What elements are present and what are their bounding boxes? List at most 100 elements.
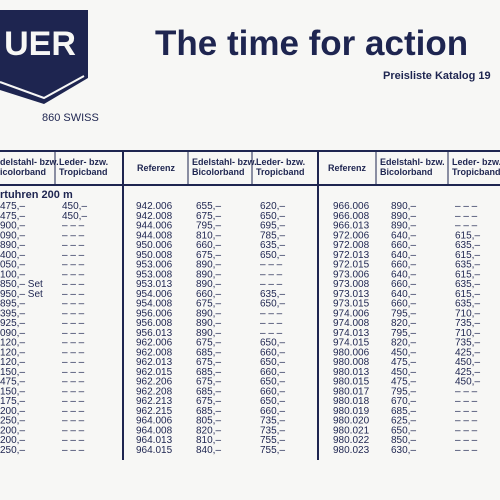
cell: 615,– (455, 250, 480, 261)
column-header: Bicolorband (192, 167, 245, 177)
cell: – – – (455, 406, 478, 417)
cell: 640,– (391, 250, 416, 261)
cell: 635,– (455, 279, 480, 290)
cell: 980.013 (333, 367, 370, 378)
cell: – – – (260, 308, 283, 319)
column-header: Tropicband (59, 167, 108, 177)
cell: 650,– (260, 299, 285, 310)
cell: 980.017 (333, 386, 370, 397)
cell: 650,– (260, 211, 285, 222)
cell: 953.013 (136, 279, 173, 290)
cell: 890,– (196, 260, 221, 271)
cell: 974.015 (333, 338, 370, 349)
cell: 890,– (391, 221, 416, 232)
cell: 950.008 (136, 250, 173, 261)
cell: 650,– (260, 250, 285, 261)
cell: 450,– (455, 357, 480, 368)
cell: 964.008 (136, 425, 173, 436)
column-header: delstahl- bzw. (0, 157, 59, 167)
cell: 620,– (260, 201, 285, 212)
cell: 795,– (196, 221, 221, 232)
cell: 650,– (260, 396, 285, 407)
column-header: Referenz (328, 163, 367, 173)
cell: 890,– (196, 308, 221, 319)
column-header: Bicolorband (380, 167, 433, 177)
cell: 630,– (391, 445, 416, 456)
cell: 890,– (196, 269, 221, 280)
cell: – – – (62, 289, 85, 300)
cell: 925,– (0, 318, 25, 329)
column-header: Leder- bzw. (256, 157, 305, 167)
cell: 974.008 (333, 318, 370, 329)
cell: 200,– (0, 425, 25, 436)
cell: – – – (62, 221, 85, 232)
cell: 972.015 (333, 260, 370, 271)
cell: 675,– (196, 338, 221, 349)
cell: – – – (62, 308, 85, 319)
cell: 980.015 (333, 377, 370, 388)
column-header: Tropicband (256, 167, 305, 177)
cell: 890,– (196, 279, 221, 290)
cell: 650,– (260, 377, 285, 388)
cell: 635,– (260, 240, 285, 251)
cell: 120,– (0, 338, 25, 349)
cell: 090,– (0, 230, 25, 241)
cell: 660,– (196, 289, 221, 300)
cell: – – – (62, 338, 85, 349)
cell: – – – (62, 299, 85, 310)
cell: – – – (62, 318, 85, 329)
cell: 685,– (196, 367, 221, 378)
cell: 962.215 (136, 406, 173, 417)
cell: 755,– (260, 435, 285, 446)
cell: 735,– (260, 416, 285, 427)
cell: 695,– (260, 221, 285, 232)
logo-shield (0, 10, 88, 104)
cell: – – – (62, 386, 85, 397)
cell: 120,– (0, 357, 25, 368)
cell: 980.006 (333, 347, 370, 358)
cell: – – – (62, 347, 85, 358)
cell: 890,– (0, 240, 25, 251)
cell: 944.008 (136, 230, 173, 241)
column-header: Leder- bzw. (452, 157, 500, 167)
cell: 425,– (455, 367, 480, 378)
cell: 615,– (455, 230, 480, 241)
column-header: Leder- bzw. (59, 157, 108, 167)
cell: 615,– (455, 269, 480, 280)
cell: 250,– (0, 445, 25, 456)
cell: 090,– (0, 328, 25, 339)
cell: 675,– (196, 250, 221, 261)
cell: 660,– (260, 367, 285, 378)
table-lines (0, 150, 500, 460)
cell: 660,– (391, 279, 416, 290)
cell: 973.015 (333, 299, 370, 310)
cell: 956.006 (136, 308, 173, 319)
cell: – – – (260, 318, 283, 329)
cell: 850,– (391, 435, 416, 446)
cell: 150,– (0, 386, 25, 397)
cell: 650,– (260, 357, 285, 368)
cell: 972.006 (333, 230, 370, 241)
cell: – – – (260, 279, 283, 290)
cell: – – – (455, 201, 478, 212)
cell: 640,– (391, 230, 416, 241)
cell: – – – (62, 240, 85, 251)
cell: 890,– (391, 211, 416, 222)
cell: – – – (62, 377, 85, 388)
cell: 962.206 (136, 377, 173, 388)
cell: 820,– (391, 318, 416, 329)
cell: 890,– (196, 318, 221, 329)
cell: 635,– (455, 260, 480, 271)
cell: 050,– (0, 260, 25, 271)
cell: 795,– (391, 386, 416, 397)
cell: 944.006 (136, 221, 173, 232)
cell: 890,– (196, 328, 221, 339)
cell: 120,– (0, 347, 25, 358)
logo-stripe (0, 75, 85, 100)
cell: 675,– (196, 357, 221, 368)
cell: 795,– (391, 308, 416, 319)
cell: 950.006 (136, 240, 173, 251)
cell: 660,– (260, 406, 285, 417)
